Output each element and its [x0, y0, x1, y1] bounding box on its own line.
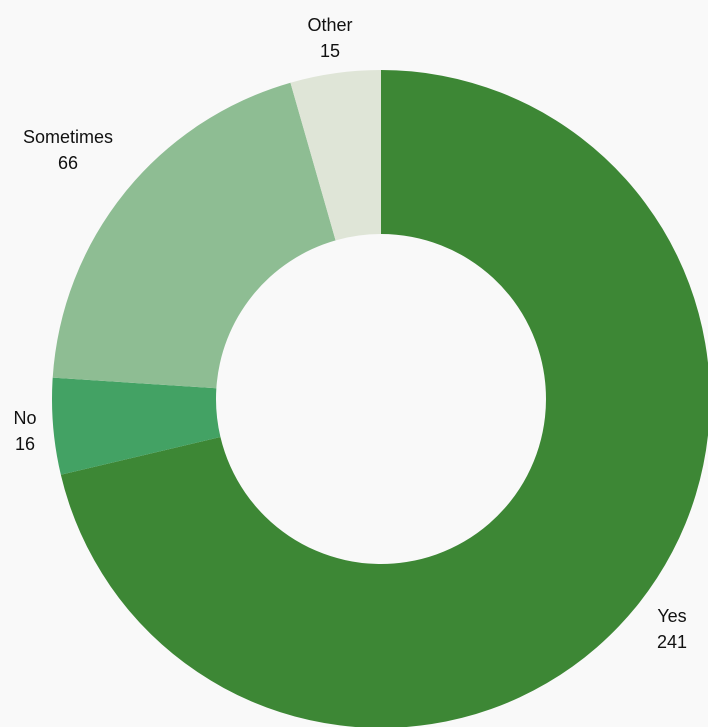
- slice-label-sometimes-value: 66: [57, 153, 79, 173]
- slice-sometimes: [52, 82, 336, 389]
- slice-label-sometimes: Sometimes 66: [4, 124, 132, 176]
- slice-label-yes-category: Yes: [657, 606, 687, 626]
- slice-yes: [60, 70, 708, 727]
- slice-label-yes: Yes 241: [650, 603, 694, 655]
- slice-label-no: No 16: [4, 405, 46, 457]
- slice-label-other-category: Other: [307, 15, 353, 35]
- slice-label-no-value: 16: [14, 434, 36, 454]
- donut-slices: [51, 70, 708, 727]
- slice-label-no-category: No: [13, 408, 37, 428]
- slice-label-other-value: 15: [319, 41, 341, 61]
- slice-no: [51, 377, 221, 475]
- slice-label-other: Other 15: [290, 12, 370, 64]
- slice-other: [290, 70, 381, 241]
- slice-label-sometimes-category: Sometimes: [22, 127, 114, 147]
- slice-label-yes-value: 241: [656, 632, 688, 652]
